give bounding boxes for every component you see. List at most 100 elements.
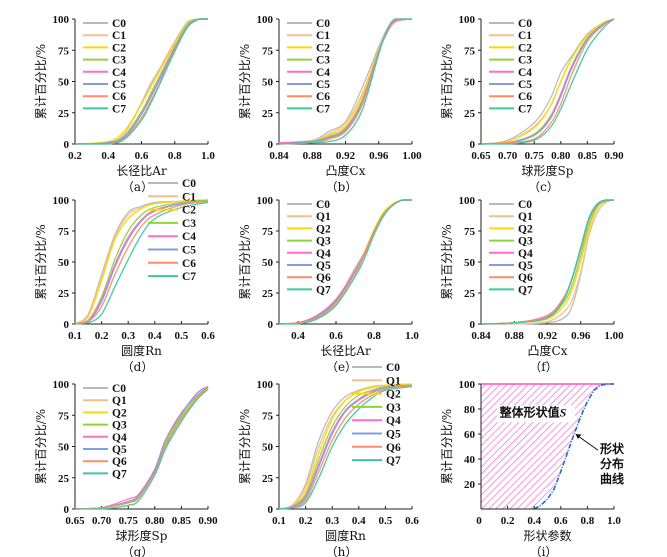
y-tick-label: 25 (58, 108, 70, 120)
y-tick-label: 80 (464, 404, 476, 416)
x-tick-label: 0.4 (352, 515, 366, 527)
y-tick-label: 0 (268, 319, 274, 331)
series-line-c0 (480, 18, 615, 145)
legend-label-c1: C1 (518, 30, 532, 42)
annotation-arrow-line (579, 436, 599, 451)
y-tick-label: 75 (262, 45, 274, 57)
legend-label-q2: Q2 (518, 223, 533, 235)
legend-label-c0: C0 (182, 178, 196, 190)
x-tick-label: 0.90 (198, 515, 218, 527)
legend-label-q6: Q6 (112, 456, 127, 468)
series-line-c2 (480, 18, 615, 145)
series-line-q6 (278, 384, 413, 510)
legend-label-c4: C4 (518, 67, 532, 79)
series-line-c4 (278, 18, 413, 144)
legend-label-q4: Q4 (316, 248, 331, 260)
panel-g: 0 25 50 75 100 0.65 0.70 0.75 0.80 0.85 0.90 球形度Sp 累… (34, 379, 218, 557)
x-tick-label: 0.4 (291, 330, 305, 342)
series-line-q3 (278, 199, 412, 325)
legend-label-q2: Q2 (112, 407, 127, 419)
legend-label-c6: C6 (518, 91, 532, 103)
y-axis-label: 累计百分比/% (238, 44, 252, 119)
area-label-symbol: S (560, 406, 567, 420)
y-tick-label: 75 (464, 226, 476, 238)
x-tick-label: 0.8 (581, 515, 595, 527)
y-tick-label: 0 (64, 139, 70, 151)
x-tick-label: 0.65 (65, 515, 85, 527)
legend-label-q3: Q3 (112, 420, 127, 432)
x-tick-label: 0.5 (175, 330, 189, 342)
annotation-arrow-head (575, 434, 582, 439)
x-axis-label: 球形度Sp (522, 163, 574, 178)
y-tick-label: 20 (464, 479, 476, 491)
y-tick-label: 50 (58, 442, 70, 454)
legend-label-q6: Q6 (316, 272, 331, 284)
y-tick-label: 100 (257, 195, 274, 207)
x-tick-label: 0.92 (538, 330, 558, 342)
series-line-c0 (278, 18, 412, 144)
series-line-q1 (278, 199, 412, 325)
legend-label-c3: C3 (112, 55, 126, 67)
curve-label-line: 分布 (600, 456, 624, 471)
legend-label-c3: C3 (316, 55, 330, 67)
panel-label: （i） (530, 545, 558, 557)
legend-label-q7: Q7 (112, 468, 127, 480)
y-tick-label: 0 (64, 504, 70, 516)
series-line-c0 (278, 199, 412, 325)
legend-label-c7: C7 (182, 271, 196, 283)
legend-label-q3: Q3 (386, 402, 401, 414)
series-line-c3 (74, 18, 208, 145)
y-axis-label: 累计百分比/% (238, 224, 252, 299)
x-tick-label: 0.96 (571, 330, 591, 342)
y-tick-label: 40 (464, 454, 476, 466)
legend-label-c2: C2 (316, 42, 330, 54)
y-tick-label: 0 (64, 319, 70, 331)
series-line-c7 (278, 18, 412, 145)
x-tick-label: 0.92 (336, 150, 356, 162)
y-tick-label: 100 (459, 14, 476, 26)
x-axis-label: 圆度Rn (121, 343, 162, 358)
x-tick-label: 0.2 (95, 330, 109, 342)
x-tick-label: 0.75 (119, 515, 139, 527)
panel-c: 0 25 50 75 100 0.65 0.70 0.75 0.80 0.85 0.90 球形度Sp 累… (440, 14, 624, 194)
legend-label-c6: C6 (112, 91, 126, 103)
hatched-area (481, 384, 614, 509)
legend-label-q7: Q7 (386, 455, 401, 467)
series-line-c7 (75, 18, 208, 145)
series-line-c5 (74, 200, 209, 325)
series-line-c2 (74, 18, 208, 145)
panel-label: （a） (122, 180, 153, 194)
x-tick-label: 0.1 (272, 515, 286, 527)
legend-label-q1: Q1 (386, 375, 401, 387)
legend-label-q3: Q3 (316, 236, 331, 248)
legend-label-c0: C0 (518, 199, 532, 211)
y-tick-label: 25 (464, 108, 476, 120)
y-tick-label: 25 (58, 473, 70, 485)
series-line-c1 (74, 18, 208, 145)
x-tick-label: 0.4 (527, 515, 541, 527)
legend-label-c0: C0 (112, 383, 126, 395)
x-tick-label: 1.00 (604, 330, 624, 342)
y-tick-label: 100 (53, 14, 70, 26)
y-tick-label: 0 (268, 504, 274, 516)
y-axis-label: 累计百分比/% (440, 44, 454, 119)
y-tick-label: 25 (464, 288, 476, 300)
y-tick-label: 100 (459, 195, 476, 207)
x-tick-label: 0.75 (525, 150, 545, 162)
panel-h: 0 25 50 75 100 0.1 0.2 0.3 0.4 0.5 0.6 圆度Rn 累计百分比/% （… (238, 362, 419, 557)
x-tick-label: 0 (476, 515, 482, 527)
y-axis-label: 累计百分比/% (34, 224, 48, 299)
x-tick-label: 0.6 (201, 330, 215, 342)
series-line-c5 (74, 18, 208, 145)
y-tick-label: 0 (470, 319, 476, 331)
y-axis-label: 累计百分比/% (440, 224, 454, 299)
legend-label-q6: Q6 (518, 272, 533, 284)
series-line-q2 (278, 199, 412, 325)
y-tick-label: 0 (268, 139, 274, 151)
legend-label-c6: C6 (182, 258, 196, 270)
series-line-q7 (74, 388, 209, 510)
x-axis-label: 圆度Rn (325, 528, 366, 543)
legend-label-c0: C0 (112, 18, 126, 30)
y-tick-label: 100 (459, 379, 476, 391)
x-tick-label: 0.80 (145, 515, 165, 527)
